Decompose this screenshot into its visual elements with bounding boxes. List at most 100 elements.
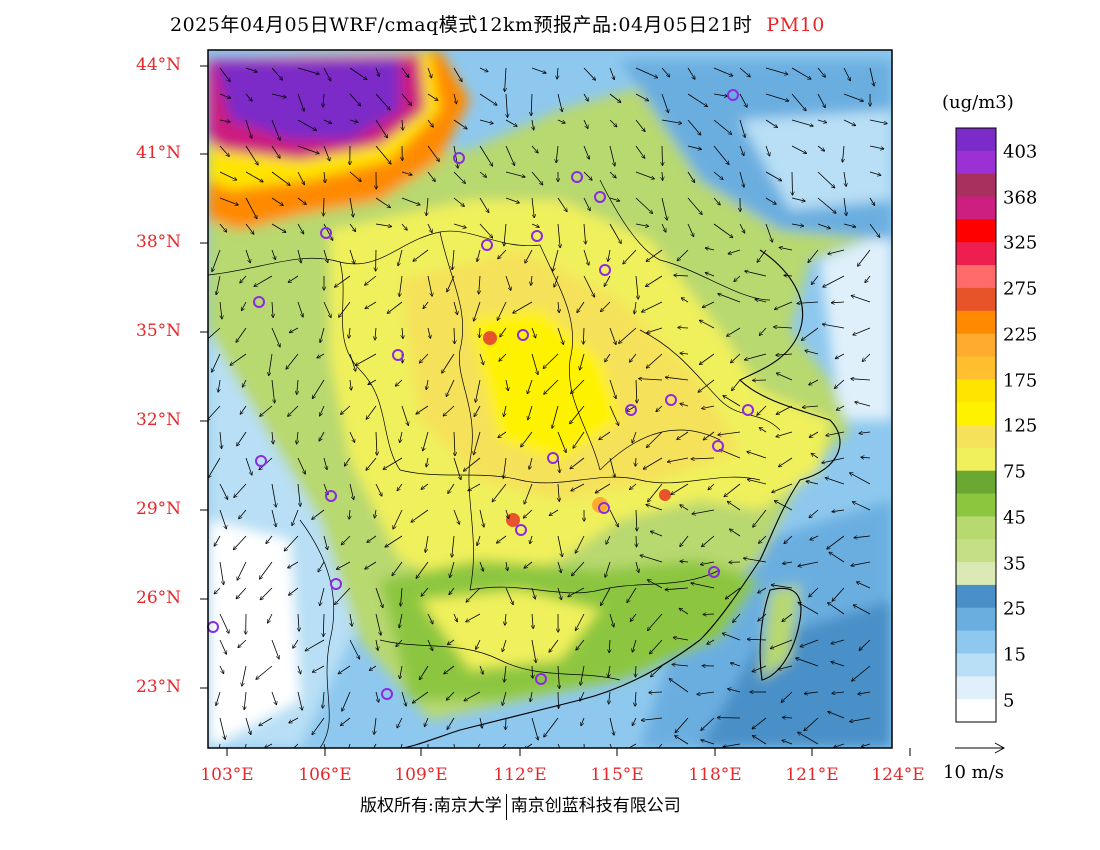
wind-arrow	[411, 509, 429, 522]
wind-arrow	[413, 249, 429, 261]
wind-arrow	[601, 587, 611, 606]
wind-arrow	[557, 561, 561, 573]
wind-arrow	[665, 588, 689, 590]
wind-arrow	[479, 353, 484, 365]
wind-arrow	[219, 613, 229, 633]
wind-arrow	[312, 717, 325, 735]
wind-arrow	[297, 171, 305, 185]
wind-arrow	[214, 587, 221, 594]
wind-arrow	[239, 509, 247, 519]
wind-arrow	[341, 535, 351, 545]
wind-arrow	[443, 405, 455, 416]
wind-arrow	[605, 353, 611, 362]
wind-arrow	[349, 67, 367, 80]
station-marker	[599, 264, 611, 276]
coastline	[399, 249, 841, 748]
wind-arrow	[241, 301, 247, 311]
wind-arrow	[453, 197, 464, 206]
wind-arrow	[810, 535, 819, 540]
station-marker	[547, 452, 559, 464]
wind-arrow	[606, 535, 611, 544]
wind-arrow	[791, 145, 807, 154]
wind-arrow	[852, 502, 871, 511]
wind-arrow	[284, 535, 299, 551]
wind-arrow	[375, 93, 390, 110]
wind-arrow	[869, 223, 880, 237]
wind-arrow	[319, 431, 325, 441]
wind-arrow	[609, 93, 621, 103]
wind-arrow	[752, 665, 767, 672]
wind-arrow	[492, 483, 507, 502]
wind-arrow	[297, 691, 302, 710]
wind-arrow	[723, 396, 741, 407]
wind-arrow	[713, 145, 729, 165]
wind-arrow	[374, 717, 376, 734]
colorbar-swatch	[956, 516, 996, 540]
wind-arrow	[269, 353, 273, 376]
wind-arrow	[320, 405, 325, 416]
wind-arrow	[524, 561, 533, 568]
wind-arrow	[349, 431, 355, 442]
wind-arrow	[826, 431, 845, 436]
wind-arrow	[530, 535, 532, 544]
wind-arrow	[272, 301, 273, 318]
wind-arrow	[811, 453, 819, 459]
wind-arrow	[453, 145, 458, 168]
wind-arrow	[609, 171, 616, 178]
wind-arrow	[797, 302, 819, 303]
wind-arrow	[809, 379, 819, 385]
wind-arrow	[375, 613, 381, 635]
wind-arrow	[466, 613, 481, 622]
wind-arrow	[383, 457, 403, 469]
wind-arrow	[323, 301, 331, 318]
map-ticks	[200, 65, 911, 756]
wind-arrow	[853, 327, 871, 335]
wind-arrow	[584, 223, 586, 244]
wind-arrow	[531, 327, 536, 338]
wind-arrow	[498, 249, 507, 259]
wind-arrow	[757, 249, 767, 262]
wind-arrow	[635, 691, 636, 706]
wind-arrow	[632, 431, 637, 443]
wind-arrow	[453, 613, 457, 622]
wind-arrow	[558, 691, 559, 708]
wind-arrow	[531, 353, 538, 375]
wind-arrow	[609, 67, 614, 80]
colorbar-swatch	[956, 562, 996, 586]
wind-arrow	[859, 432, 871, 433]
wind-arrow	[707, 639, 715, 644]
station-marker	[515, 524, 527, 536]
station-marker	[320, 227, 332, 239]
wind-arrow	[784, 275, 793, 276]
station-marker	[598, 502, 610, 514]
wind-arrow	[858, 692, 871, 694]
wind-arrow	[850, 717, 871, 722]
wind-arrow	[449, 587, 455, 595]
wind-arrow	[609, 613, 614, 627]
wind-arrow	[778, 665, 793, 669]
wind-arrow	[288, 275, 299, 282]
wind-arrow	[808, 249, 819, 263]
wind-arrow	[427, 275, 432, 296]
station-marker	[255, 455, 267, 467]
wind-arrow	[543, 353, 559, 369]
wind-arrow	[601, 301, 611, 312]
wind-arrow	[375, 197, 390, 208]
wind-arrow	[776, 373, 793, 381]
wind-arrow	[505, 587, 513, 605]
wind-arrow	[674, 275, 689, 276]
wind-arrow	[599, 431, 611, 440]
wind-arrow	[401, 691, 406, 706]
wind-arrow	[454, 431, 455, 456]
wind-arrow	[375, 119, 388, 138]
wind-arrow	[242, 379, 247, 387]
wind-arrow	[809, 587, 819, 597]
wind-arrow	[366, 457, 377, 470]
wind-arrow	[323, 197, 324, 216]
wind-arrow	[557, 119, 565, 123]
wind-arrow	[219, 93, 231, 98]
wind-arrow	[219, 171, 237, 180]
wind-arrow	[230, 353, 247, 365]
wind-arrow	[656, 405, 663, 412]
lat-label: 35°N	[136, 321, 182, 341]
